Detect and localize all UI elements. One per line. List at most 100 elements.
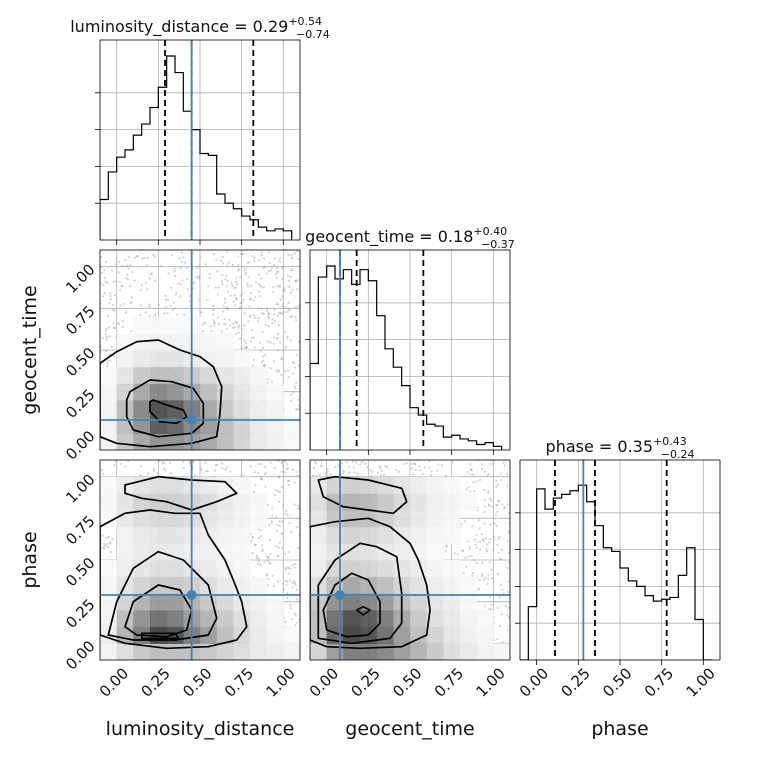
scatter-point: [253, 256, 256, 259]
scatter-point: [111, 303, 115, 306]
scatter-point: [215, 258, 218, 261]
scatter-point: [199, 311, 203, 314]
scatter-point: [296, 526, 299, 529]
scatter-point: [485, 548, 488, 551]
scatter-point: [252, 299, 256, 302]
scatter-point: [237, 269, 240, 272]
scatter-point: [498, 535, 501, 538]
scatter-point: [496, 572, 499, 576]
scatter-point: [204, 263, 207, 266]
density-cell: [150, 526, 168, 544]
scatter-point: [200, 468, 203, 472]
scatter-point: [353, 471, 356, 474]
scatter-point: [412, 472, 415, 476]
scatter-point: [506, 628, 509, 631]
scatter-point: [281, 277, 284, 281]
scatter-point: [121, 320, 124, 323]
scatter-point: [281, 464, 285, 467]
contour-line: [100, 509, 248, 650]
scatter-point: [294, 583, 297, 586]
xlabel-luminosity-distance: luminosity_distance: [106, 718, 295, 740]
density-cell: [443, 526, 461, 544]
scatter-point: [293, 566, 296, 569]
scatter-point: [271, 515, 274, 518]
scatter-point: [277, 370, 280, 373]
scatter-point: [268, 538, 272, 542]
scatter-point: [120, 265, 124, 268]
scatter-point: [267, 251, 271, 254]
scatter-point: [109, 540, 112, 544]
scatter-point: [235, 321, 239, 324]
title-geocent-time: geocent_time = 0.18+0.40 −0.37: [305, 225, 515, 251]
x-tick-label: 0.00: [516, 664, 552, 700]
scatter-point: [290, 268, 294, 271]
scatter-point: [482, 578, 485, 581]
scatter-point: [355, 461, 358, 464]
density-cell: [100, 400, 118, 418]
histogram-step: [520, 484, 712, 660]
title-err-minus: −0.24: [661, 448, 695, 461]
scatter-point: [479, 541, 482, 544]
scatter-point: [172, 301, 176, 304]
scatter-point: [265, 309, 269, 313]
scatter-point: [220, 330, 223, 333]
scatter-point: [286, 310, 289, 313]
scatter-point: [214, 286, 217, 289]
scatter-point: [194, 276, 198, 279]
scatter-point: [244, 267, 247, 270]
density-cell: [116, 593, 134, 611]
density-cell: [326, 610, 344, 628]
scatter-point: [295, 353, 298, 356]
scatter-point: [326, 475, 329, 478]
scatter-point: [127, 267, 131, 270]
scatter-point: [297, 258, 300, 261]
scatter-point: [499, 557, 502, 561]
scatter-point: [275, 276, 278, 279]
density-cell: [410, 543, 428, 561]
scatter-point: [287, 253, 290, 256]
scatter-point: [483, 605, 487, 608]
scatter-point: [274, 489, 277, 492]
scatter-point: [289, 269, 293, 272]
y-tick-label: 0.50: [62, 344, 98, 380]
scatter-point: [280, 532, 283, 535]
density-cell: [266, 626, 284, 644]
histogram-step: [310, 265, 503, 450]
scatter-point: [273, 360, 276, 363]
scatter-point: [152, 253, 155, 256]
scatter-point: [312, 466, 315, 469]
scatter-point: [148, 305, 151, 308]
histogram-step: [100, 55, 293, 240]
scatter-point: [238, 324, 241, 327]
scatter-point: [278, 491, 281, 494]
scatter-point: [275, 270, 279, 273]
scatter-point: [145, 264, 148, 267]
density-cell: [326, 476, 344, 494]
scatter-point: [163, 462, 166, 465]
scatter-point: [224, 468, 227, 471]
scatter-point: [216, 270, 219, 273]
density-cell: [133, 643, 151, 660]
scatter-point: [173, 270, 176, 273]
scatter-point: [237, 326, 240, 329]
scatter-point: [112, 321, 115, 325]
scatter-point: [278, 312, 281, 315]
density-cell: [310, 526, 328, 544]
density-cell: [133, 400, 151, 418]
scatter-point: [206, 298, 209, 301]
pair-panel-luminosity-distance-vs-geocent-time: [99, 249, 301, 451]
scatter-point: [272, 313, 276, 316]
scatter-point: [429, 474, 433, 477]
scatter-point: [118, 260, 121, 264]
scatter-point: [121, 285, 124, 288]
scatter-point: [395, 468, 398, 472]
y-tick-label: 0.25: [62, 385, 98, 421]
scatter-point: [260, 307, 263, 310]
scatter-point: [298, 404, 300, 408]
scatter-point: [262, 266, 265, 269]
scatter-point: [148, 277, 151, 280]
density-cell: [233, 476, 251, 494]
contour-line: [107, 550, 218, 641]
scatter-point: [130, 330, 133, 333]
scatter-point: [268, 557, 271, 560]
